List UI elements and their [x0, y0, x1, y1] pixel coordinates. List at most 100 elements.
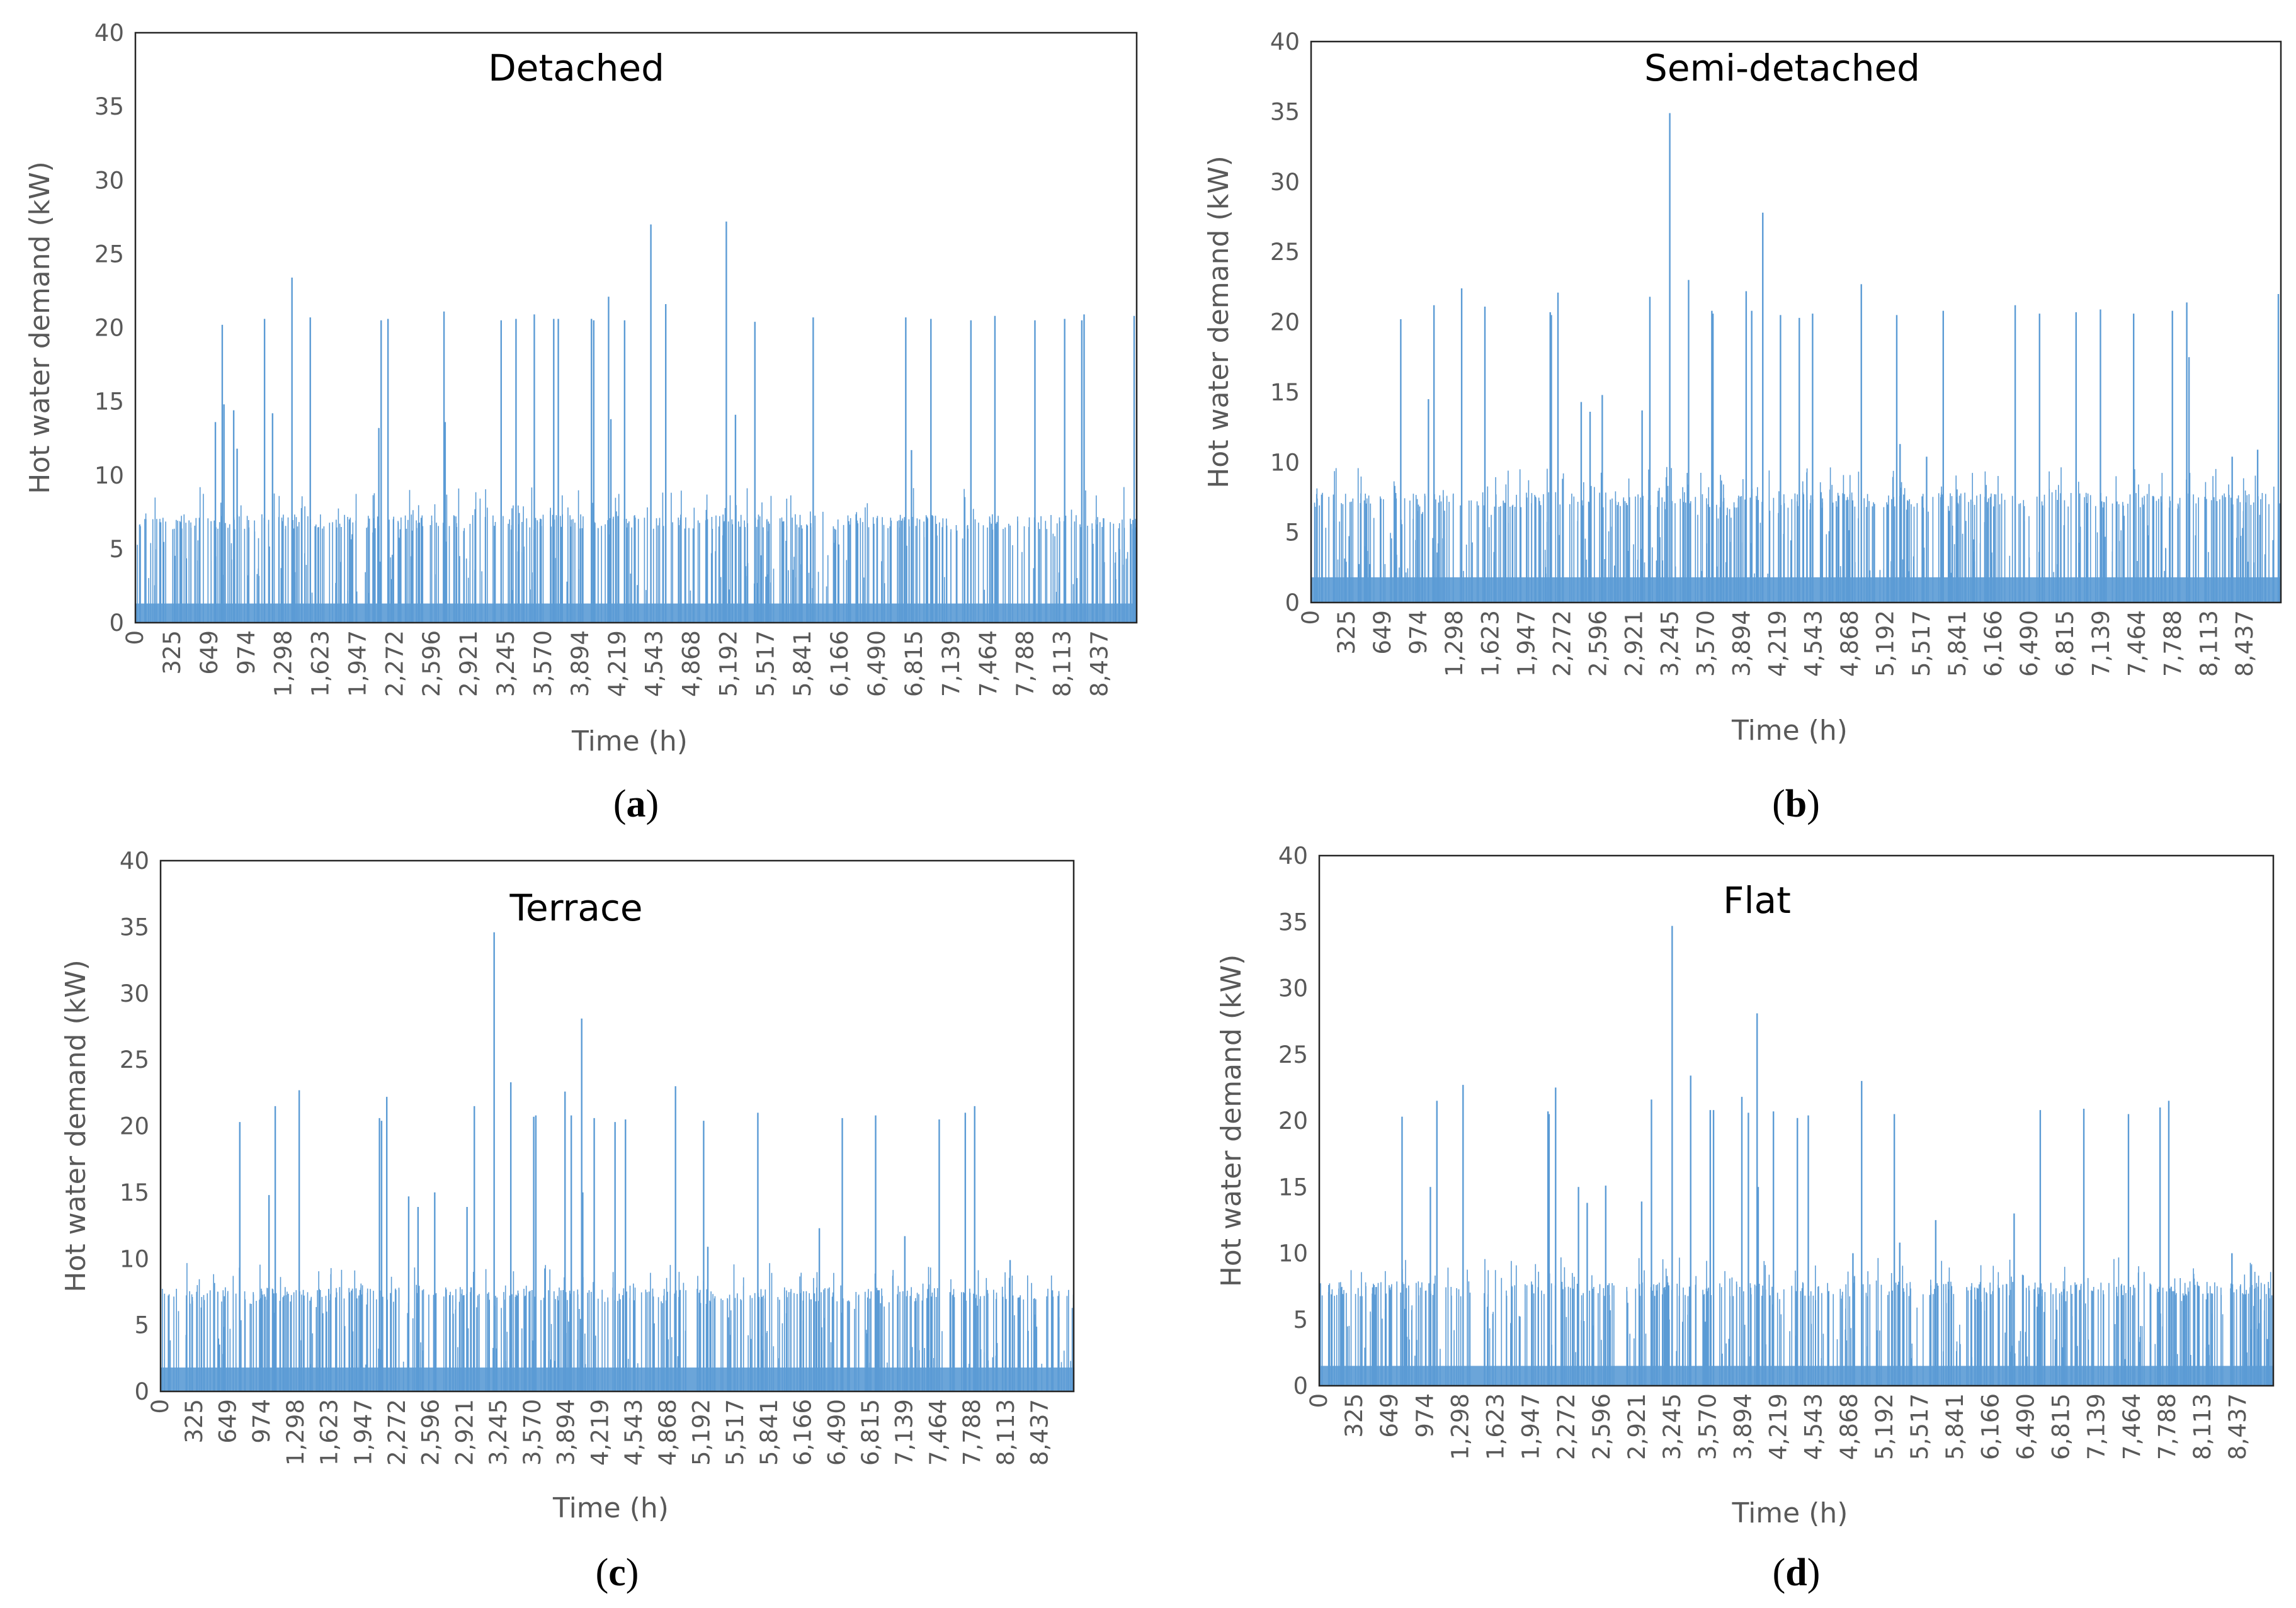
- x-tick-label: 5,841: [1944, 610, 1971, 677]
- x-tick-label: 5,517: [1908, 610, 1935, 677]
- x-tick-label: 2,596: [1584, 610, 1611, 677]
- y-tick-label: 35: [1270, 98, 1300, 125]
- caption-close: ): [646, 783, 659, 825]
- plot-frame: [1310, 40, 2282, 604]
- x-tick-label: 1,947: [1518, 1393, 1545, 1460]
- x-tick-label: 1,623: [307, 630, 334, 697]
- x-tick-label: 4,543: [641, 630, 668, 697]
- x-tick-label: 2,921: [451, 1399, 478, 1466]
- x-tick-label: 5,841: [756, 1399, 783, 1466]
- x-tick-label: 3,894: [567, 630, 594, 697]
- x-tick-label: 2,272: [384, 1399, 411, 1466]
- x-tick-label: 7,464: [2123, 610, 2151, 677]
- y-tick-label: 0: [134, 1378, 149, 1405]
- demand-spikes: [1320, 1257, 2273, 1386]
- caption-open: (: [613, 783, 627, 825]
- x-tick-label: 7,464: [2118, 1393, 2145, 1460]
- x-tick-label: 649: [1376, 1393, 1403, 1438]
- x-tick-label: 2,921: [455, 630, 482, 697]
- y-tick-label: 0: [1285, 589, 1300, 616]
- y-tick-label: 30: [1270, 169, 1300, 196]
- y-tick-label: 5: [134, 1312, 149, 1339]
- x-tick-label: 3,570: [1693, 610, 1720, 677]
- x-tick-label: 3,894: [553, 1399, 580, 1466]
- x-tick-label: 6,166: [1980, 610, 2007, 677]
- panel-c: 0 5 10 15 20 25 30 35 40 0 325 649 974 1,298 1,623 1,9…: [60, 847, 1075, 1594]
- y-tick-label: 20: [1270, 309, 1300, 336]
- x-tick-label: 2,272: [1553, 1393, 1580, 1460]
- x-tick-label: 7,788: [1012, 630, 1039, 697]
- x-tick-label: 8,437: [2231, 610, 2258, 677]
- x-tick-label: 4,868: [1836, 610, 1863, 677]
- x-tick-label: 5,517: [1906, 1393, 1933, 1460]
- y-tick-labels: 0 5 10 15 20 25 30 35 40: [1270, 28, 1300, 616]
- series-layer: [1311, 113, 2281, 603]
- y-tick-label: 15: [120, 1179, 149, 1206]
- x-tick-label: 974: [1405, 610, 1432, 655]
- x-tick-labels: 0 325 649 974 1,298 1,623 1,947 2,272 2,596 2,921…: [147, 1399, 1054, 1466]
- x-tick-label: 5,192: [688, 1399, 715, 1466]
- caption-open: (: [1772, 783, 1785, 825]
- x-tick-label: 6,815: [901, 630, 928, 697]
- x-tick-label: 1,623: [1477, 610, 1504, 677]
- x-tick-label: 4,868: [678, 630, 705, 697]
- chart-title: Detached: [488, 47, 664, 89]
- x-tick-label: 974: [1411, 1393, 1438, 1438]
- baseline-band: [161, 1367, 1074, 1391]
- x-tick-label: 649: [214, 1399, 241, 1444]
- x-axis-label: Time (h): [1732, 1497, 1848, 1529]
- y-tick-label: 0: [109, 609, 124, 637]
- x-tick-label: 0: [1305, 1393, 1333, 1408]
- x-tick-label: 1,298: [1441, 610, 1468, 677]
- y-tick-label: 5: [1293, 1306, 1308, 1333]
- x-tick-label: 1,947: [344, 630, 371, 697]
- y-tick-label: 35: [94, 93, 124, 120]
- caption-close: ): [1807, 783, 1820, 825]
- x-tick-label: 6,166: [790, 1399, 817, 1466]
- y-tick-label: 20: [94, 315, 124, 342]
- y-tick-label: 0: [1293, 1373, 1308, 1400]
- x-tick-label: 2,921: [1623, 1393, 1651, 1460]
- demand-spikes: [137, 487, 1137, 623]
- x-tick-label: 7,464: [924, 1399, 952, 1466]
- y-tick-label: 15: [1278, 1174, 1308, 1201]
- baseline-band: [1311, 577, 2281, 603]
- caption-close: ): [1807, 1551, 1821, 1594]
- x-tick-labels: 0 325 649 974 1,298 1,623 1,947 2,272 2,596 2,921…: [1297, 610, 2258, 677]
- x-tick-label: 4,543: [1800, 1393, 1827, 1460]
- x-tick-label: 1,947: [1513, 610, 1540, 677]
- plot-frame: [1318, 854, 2275, 1387]
- caption-open: (: [1773, 1551, 1786, 1594]
- panel-caption: (c): [596, 1551, 639, 1594]
- x-tick-label: 6,815: [857, 1399, 884, 1466]
- x-tick-label: 6,166: [826, 630, 853, 697]
- x-tick-label: 7,788: [958, 1399, 986, 1466]
- x-tick-label: 6,490: [2012, 1393, 2039, 1460]
- x-tick-label: 0: [1297, 610, 1324, 625]
- x-tick-label: 4,219: [586, 1399, 613, 1466]
- y-tick-label: 20: [1278, 1107, 1308, 1135]
- plot-frame: [134, 31, 1138, 624]
- y-tick-label: 30: [120, 980, 149, 1007]
- panel-b: 0 5 10 15 20 25 30 35 40 0 325 649 974 1,298 1,623 1,9…: [1203, 28, 2282, 825]
- x-tick-label: 1,298: [1446, 1393, 1474, 1460]
- y-tick-label: 25: [94, 241, 124, 268]
- x-tick-label: 7,788: [2154, 1393, 2181, 1460]
- x-tick-label: 3,894: [1729, 610, 1756, 677]
- x-tick-label: 5,841: [789, 630, 816, 697]
- x-tick-label: 2,596: [418, 630, 445, 697]
- x-tick-label: 6,490: [2016, 610, 2043, 677]
- x-axis-label: Time (h): [1731, 715, 1848, 747]
- x-tick-label: 2,272: [381, 630, 408, 697]
- x-tick-label: 5,517: [722, 1399, 749, 1466]
- y-axis-label: Hot water demand (kW): [24, 161, 56, 494]
- x-tick-label: 2,921: [1621, 610, 1648, 677]
- y-tick-label: 35: [1278, 909, 1308, 936]
- y-tick-label: 10: [94, 462, 124, 489]
- caption-letter: d: [1785, 1551, 1807, 1594]
- panel-caption: (d): [1773, 1551, 1821, 1594]
- x-tick-label: 8,113: [2195, 610, 2222, 677]
- x-tick-label: 8,113: [992, 1399, 1020, 1466]
- x-tick-label: 974: [233, 630, 260, 675]
- x-tick-label: 7,139: [2083, 1393, 2110, 1460]
